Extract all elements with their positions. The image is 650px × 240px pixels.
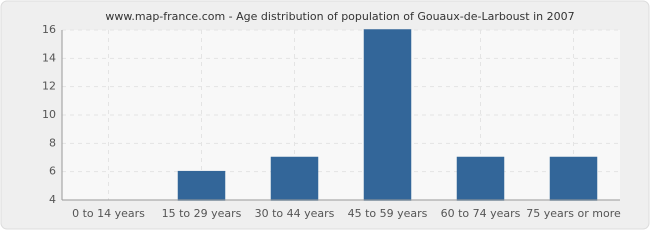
- bar: [549, 156, 598, 201]
- y-tick-label: 6: [49, 165, 56, 178]
- x-tick-label: 60 to 74 years: [441, 207, 521, 220]
- chart-title: www.map-france.com - Age distribution of…: [105, 10, 574, 23]
- x-tick-label: 0 to 14 years: [72, 207, 145, 220]
- bar: [456, 156, 505, 201]
- x-tick-label: 30 to 44 years: [255, 207, 335, 220]
- y-tick-label: 16: [42, 23, 56, 36]
- page: www.map-france.com - Age distribution of…: [0, 0, 650, 230]
- y-tick-label: 8: [49, 136, 56, 149]
- y-tick-label: 10: [42, 108, 56, 121]
- x-tick-label: 15 to 29 years: [162, 207, 242, 220]
- y-tick-label: 14: [42, 51, 56, 64]
- chart: www.map-france.com - Age distribution of…: [0, 0, 650, 230]
- y-tick-label: 4: [49, 193, 56, 206]
- bar: [363, 29, 412, 201]
- y-tick-label: 12: [42, 80, 56, 93]
- x-tick-label: 75 years or more: [526, 207, 621, 220]
- bar: [270, 156, 319, 201]
- x-tick-label: 45 to 59 years: [348, 207, 428, 220]
- bar: [177, 170, 226, 201]
